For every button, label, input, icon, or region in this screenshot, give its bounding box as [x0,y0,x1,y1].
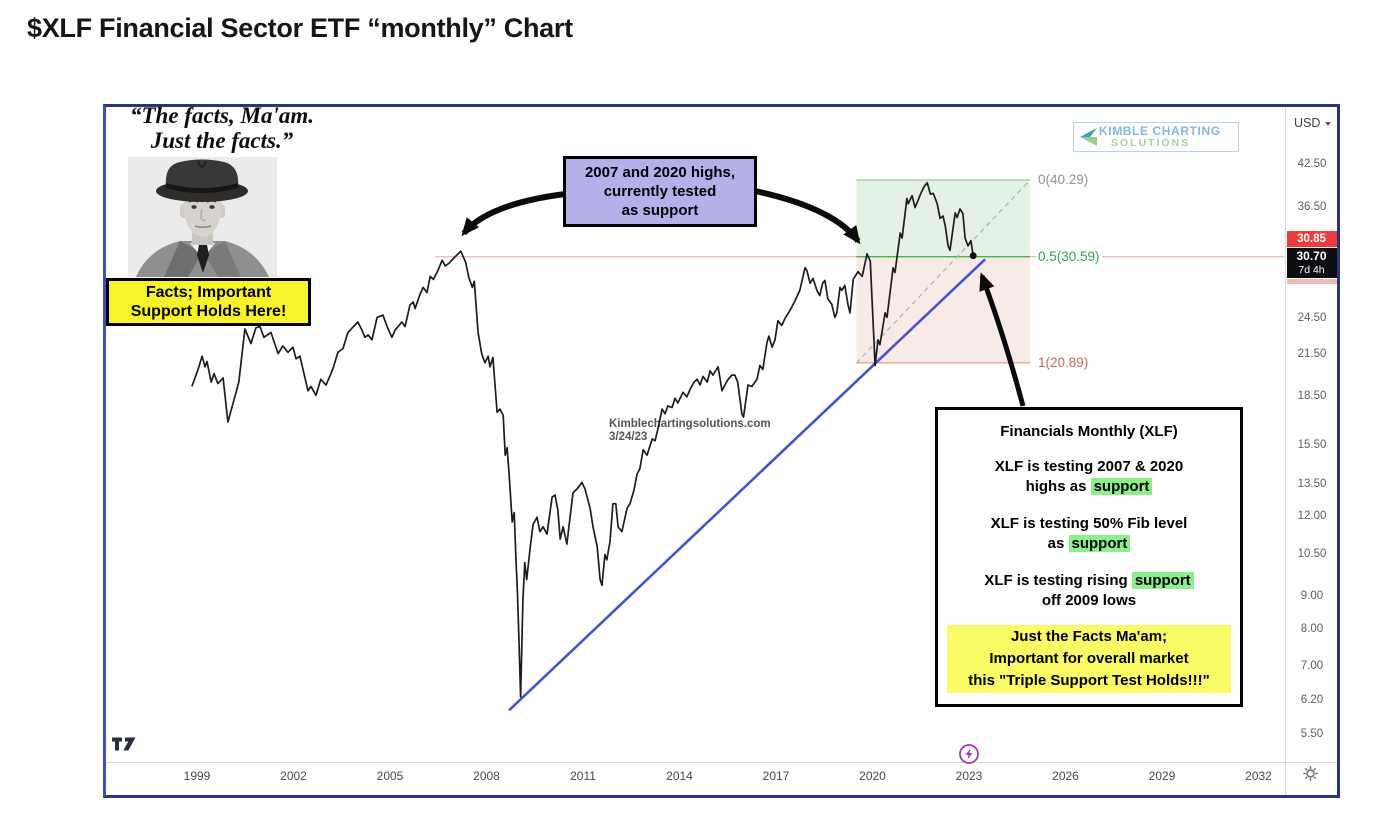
kimble-arrow-icon [1080,128,1097,146]
price-tick-label: 24.50 [1297,311,1327,324]
year-tick-label: 2002 [280,769,307,783]
infobox-footer-line: this "Triple Support Test Holds!!!" [968,672,1210,689]
price-scale-settings-gear-icon[interactable] [1302,765,1319,782]
callout-line-2: currently tested [603,183,717,200]
year-tick-label: 2020 [859,769,886,783]
year-tick-label: 2032 [1245,769,1272,783]
infobox-footer-line: Just the Facts Ma'am; [1010,628,1168,645]
facts-label-line-2: Support Holds Here! [130,303,287,320]
fib-price-badge-sliver [1286,278,1337,284]
currency-dropdown[interactable]: USD [1294,116,1332,130]
quote-line-2: Just the facts.” [150,128,294,153]
year-tick-label: 2026 [1052,769,1079,783]
callout-line-1: 2007 and 2020 highs, [584,164,736,181]
price-tick-label: 15.50 [1297,439,1327,452]
price-tick-label: 7.00 [1300,660,1324,673]
fib-label-1: 1(20.89) [1036,354,1091,370]
year-tick-label: 2029 [1148,769,1176,783]
price-tick-label: 18.50 [1297,389,1327,402]
year-tick-label: 2011 [570,769,596,783]
year-tick-label: 2023 [955,769,983,783]
infobox-text: XLF is testing 2007 & 2020 [994,458,1184,475]
price-tick-label: 13.50 [1297,477,1327,490]
callout-arrow-left [461,191,566,237]
quote-line-1: “The facts, Ma'am. [130,103,314,128]
price-tick-label: 5.50 [1300,727,1324,740]
year-tick-label: 1999 [183,769,211,783]
year-tick-label: 2014 [666,769,693,783]
kimble-logo: KIMBLE CHARTING SOLUTIONS [1073,122,1239,152]
support-highlight: support [1131,572,1194,589]
price-tick-label: 10.50 [1297,547,1327,560]
infobox-footer-line: Important for overall market [989,650,1189,667]
rising-support-trendline [508,258,986,712]
watermark: Kimblechartingsolutions.com 3/24/23 [609,418,771,444]
infobox-footer: Just the Facts Ma'am; Important for overa… [947,625,1231,693]
fib-label-0: 0(40.29) [1036,172,1091,187]
infobox-title: Financials Monthly (XLF) [1000,423,1178,440]
facts-support-label: Facts; Important Support Holds Here! [106,278,311,326]
price-tick-label: 36.50 [1297,200,1327,213]
chart-window: “The facts, Ma'am. Just the facts.” Fact… [103,103,1340,798]
support-highlight: support [1090,478,1153,495]
price-line [191,181,975,698]
infobox-arrow [979,272,1026,407]
bar-countdown: 7d 4h [1298,263,1325,276]
infobox-bullet: XLF is testing rising support off 2009 lo… [938,571,1240,611]
event-lightning-marker[interactable] [959,744,979,764]
chevron-down-icon [1325,122,1332,126]
fib-zone-lower [856,256,1031,363]
watermark-date: 3/24/23 [609,431,648,443]
highs-callout-box: 2007 and 2020 highs, currently tested as… [563,156,757,227]
infobox-text: highs as [1025,478,1091,495]
price-tick-label: 21.50 [1297,347,1327,360]
analysis-infobox: Financials Monthly (XLF) XLF is testing … [935,407,1243,707]
kimble-logo-line-1: KIMBLE CHARTING [1099,124,1221,138]
year-tick-label: 2008 [473,769,500,783]
price-tick-label: 8.00 [1300,623,1324,636]
infobox-bullet: XLF is testing 50% Fib level as support [938,514,1240,554]
last-price-dot [969,252,977,260]
tradingview-logo[interactable] [111,736,137,752]
last-price-value: 30.70 [1296,248,1327,263]
currency-label: USD [1294,116,1321,130]
kimble-logo-line-2: SOLUTIONS [1111,137,1191,149]
quote-caption: “The facts, Ma'am. Just the facts.” [104,103,340,153]
bar-high-price-badge: 30.85 [1286,230,1337,247]
fib-zone-upper [856,180,1031,257]
infobox-text: XLF is testing rising [984,572,1132,589]
joe-friday-photo [128,157,277,277]
fib-dashed-trendline [855,179,1031,364]
callout-line-3: as support [621,202,699,219]
infobox-text: XLF is testing 50% Fib level [990,515,1188,532]
year-tick-label: 2017 [762,769,790,783]
fib-label-05: 0.5(30.59) [1036,248,1102,264]
infobox-text: as [1047,535,1069,552]
price-tick-label: 9.00 [1300,590,1324,603]
last-price-badge: 30.70 7d 4h [1286,247,1337,278]
year-tick-label: 2005 [376,769,404,783]
time-axis-divider [106,762,1337,763]
support-highlight: support [1068,535,1131,552]
price-tick-label: 12.00 [1297,510,1327,523]
page-title: $XLF Financial Sector ETF “monthly” Char… [27,13,573,43]
callout-arrow-right [754,188,861,245]
infobox-text: off 2009 lows [1041,592,1137,609]
watermark-site: Kimblechartingsolutions.com [609,418,771,430]
price-axis-divider [1285,107,1286,795]
infobox-bullet: XLF is testing 2007 & 2020 highs as suppo… [938,457,1240,497]
price-tick-label: 42.50 [1297,158,1327,171]
price-tick-label: 6.20 [1300,694,1324,707]
facts-label-line-1: Facts; Important [145,284,272,301]
